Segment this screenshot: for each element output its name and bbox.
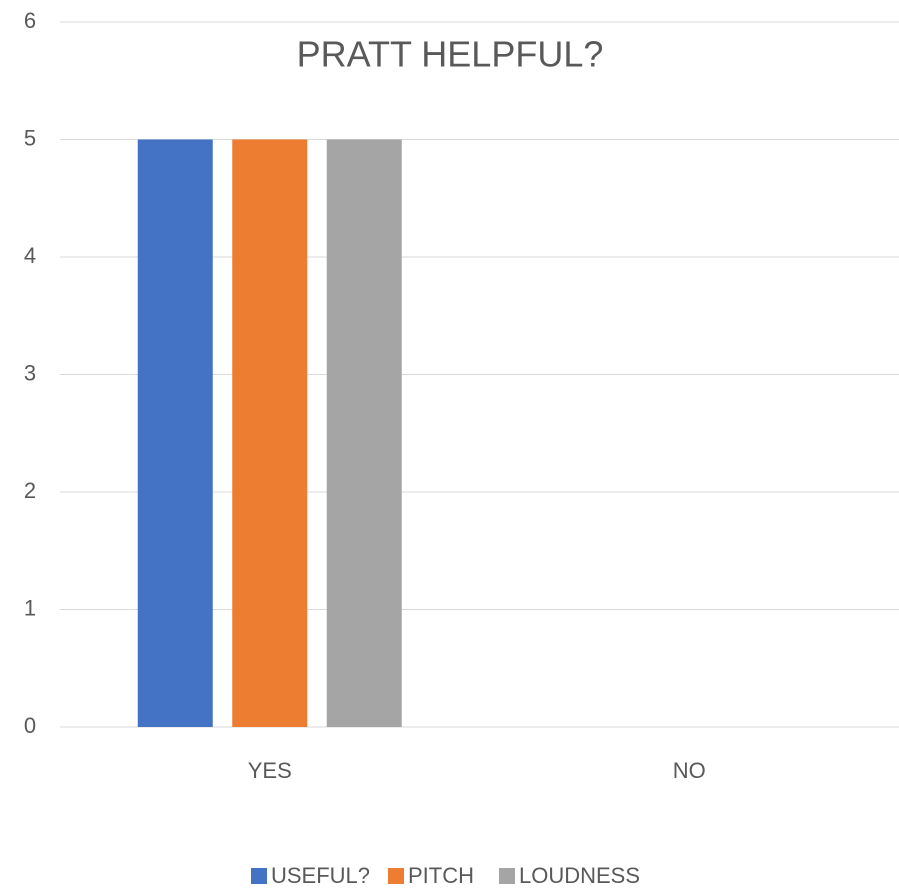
legend-swatch xyxy=(499,868,515,884)
y-tick-label: 6 xyxy=(24,8,36,33)
legend-label: PITCH xyxy=(408,863,474,888)
bar xyxy=(326,139,402,727)
bar xyxy=(137,139,213,727)
y-tick-label: 5 xyxy=(24,125,36,150)
y-tick-label: 4 xyxy=(24,243,36,268)
legend-swatch xyxy=(251,868,267,884)
x-tick-label: YES xyxy=(248,758,292,783)
y-tick-label: 0 xyxy=(24,713,36,738)
bar xyxy=(232,139,308,727)
legend-swatch xyxy=(388,868,404,884)
y-tick-label: 1 xyxy=(24,595,36,620)
x-tick-label: NO xyxy=(673,758,706,783)
legend-label: USEFUL? xyxy=(271,863,370,888)
chart-title: PRATT HELPFUL? xyxy=(297,34,604,75)
y-tick-label: 2 xyxy=(24,478,36,503)
legend-label: LOUDNESS xyxy=(519,863,640,888)
y-tick-label: 3 xyxy=(24,360,36,385)
